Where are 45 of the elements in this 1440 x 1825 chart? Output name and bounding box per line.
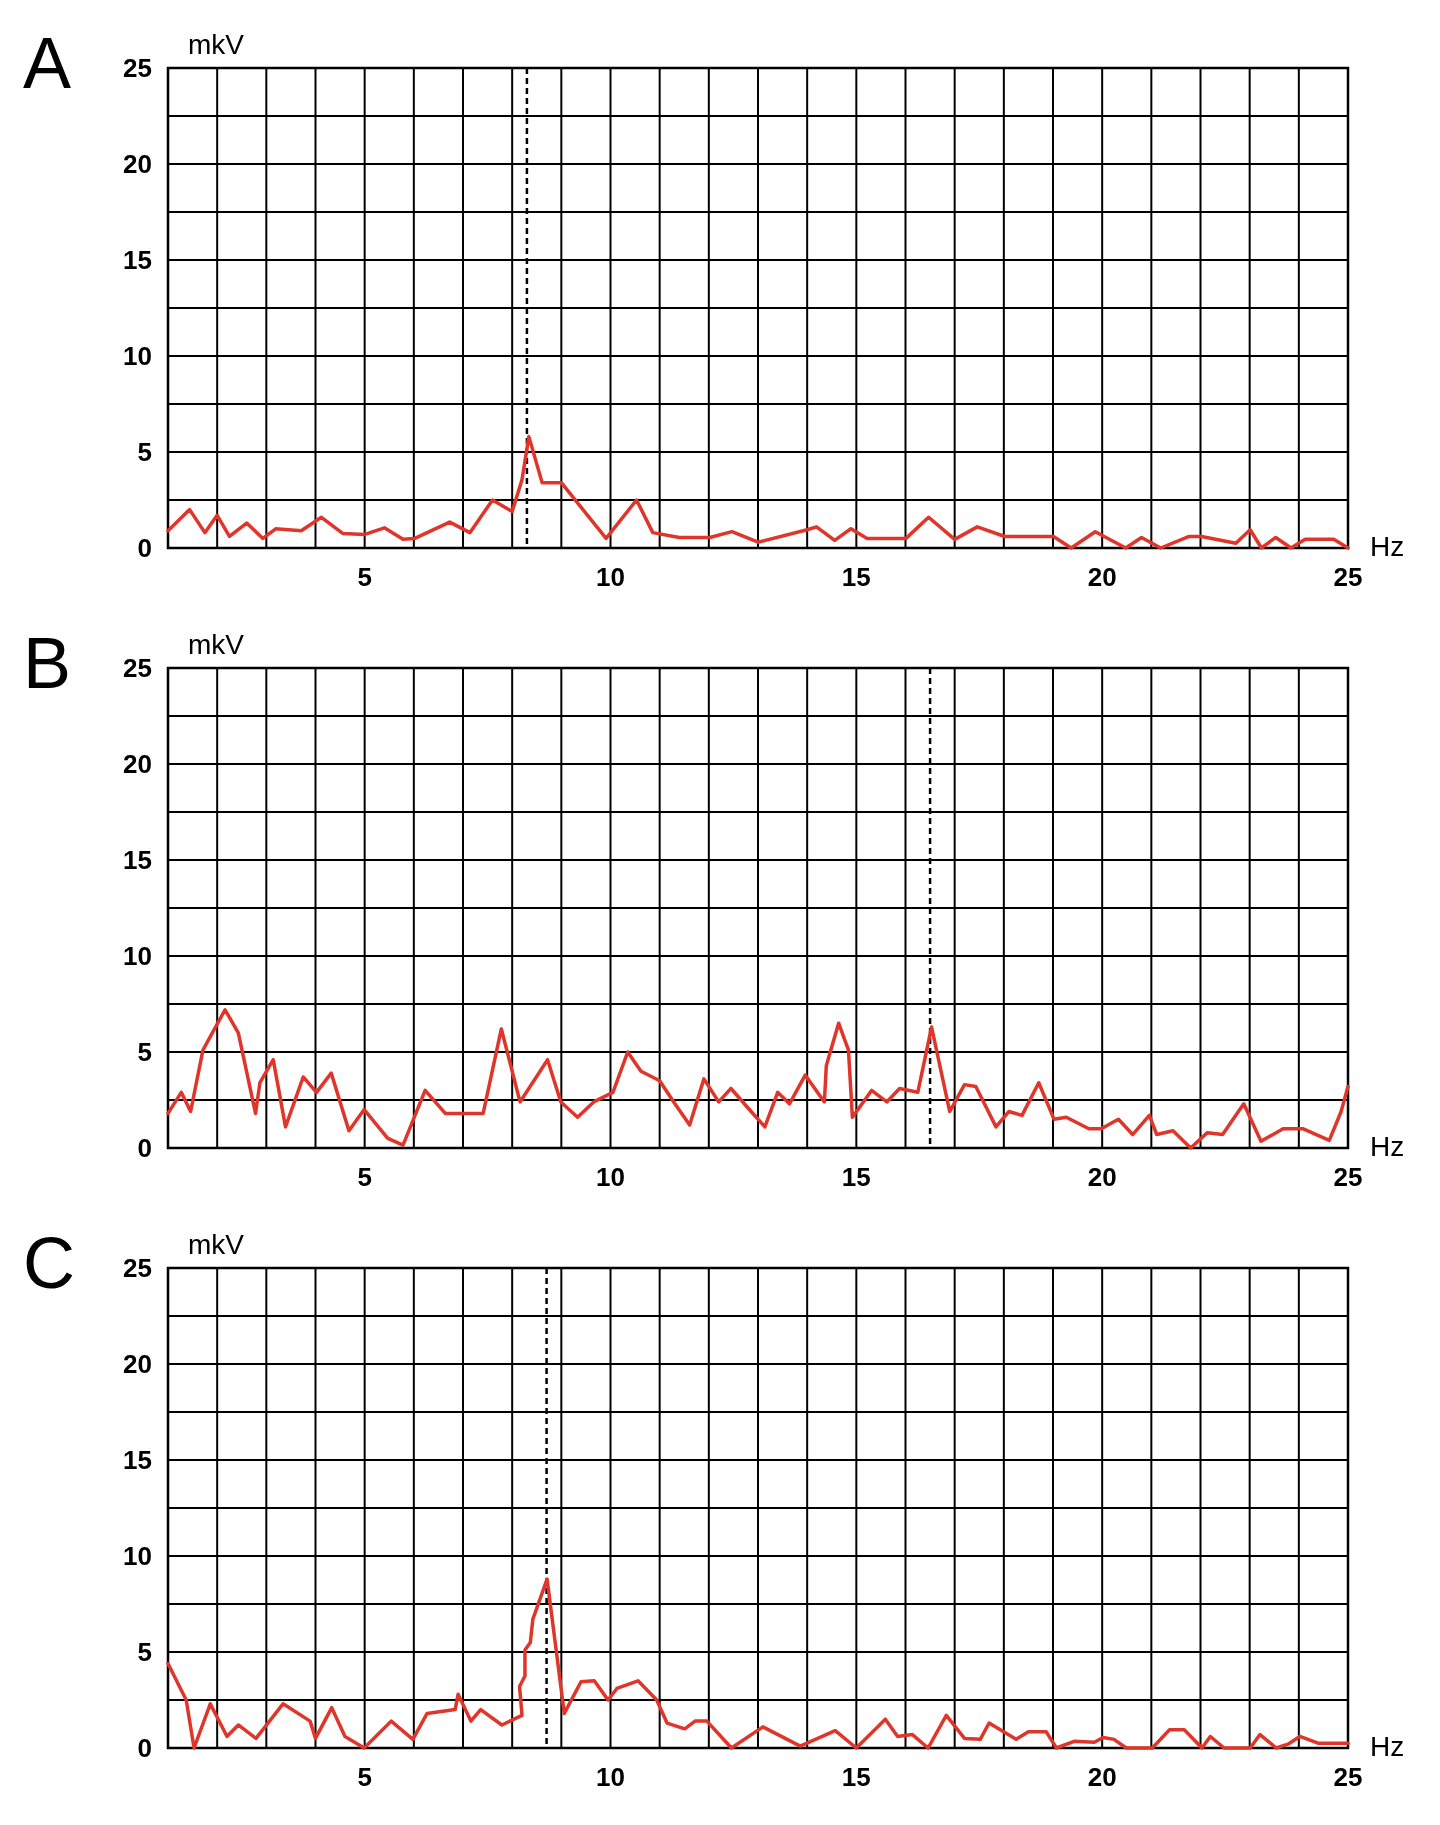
y-tick-label: 10 [123,341,152,371]
x-axis-title: Hz [1370,1131,1405,1162]
y-tick-label: 0 [137,1733,152,1763]
chart-title: B [23,623,72,703]
x-tick-label: 15 [841,562,871,592]
y-tick-label: 10 [123,941,152,971]
x-tick-label: 20 [1087,1162,1117,1192]
y-tick-label: 20 [123,1349,152,1379]
x-tick-label: 25 [1333,1762,1363,1792]
x-tick-label: 15 [841,1762,871,1792]
y-tick-label: 15 [123,245,152,275]
y-tick-label: 15 [123,845,152,875]
x-tick-label: 20 [1087,562,1117,592]
y-tick-label: 0 [137,1133,152,1163]
x-tick-label: 25 [1333,562,1363,592]
line-series [166,1008,1350,1150]
y-tick-label: 5 [137,1037,152,1067]
x-tick-label: 10 [596,1162,625,1192]
line-series [166,434,1350,550]
y-axis-title: mkV [188,629,245,660]
x-tick-label: 25 [1333,1162,1363,1192]
y-tick-label: 10 [123,1541,152,1571]
y-tick-label: 20 [123,149,152,179]
y-tick-label: 20 [123,749,152,779]
y-axis-title: mkV [188,1229,245,1260]
y-tick-label: 15 [123,1445,152,1475]
x-tick-label: 15 [841,1162,871,1192]
chart-title: A [23,23,72,103]
y-tick-label: 0 [137,533,152,563]
x-tick-label: 10 [596,1762,625,1792]
x-axis-title: Hz [1370,1731,1405,1762]
x-tick-label: 10 [596,562,625,592]
x-axis-title: Hz [1370,531,1405,562]
x-tick-label: 5 [357,1762,372,1792]
y-tick-label: 5 [137,1637,152,1667]
x-tick-label: 5 [357,1162,372,1192]
y-tick-label: 5 [137,437,152,467]
y-tick-label: 25 [123,1253,152,1283]
y-tick-label: 25 [123,653,152,683]
y-tick-label: 25 [123,53,152,83]
line-series [166,1577,1350,1750]
chart-title: C [23,1223,75,1303]
y-axis-title: mkV [188,29,245,60]
x-tick-label: 20 [1087,1762,1117,1792]
x-tick-label: 5 [357,562,372,592]
